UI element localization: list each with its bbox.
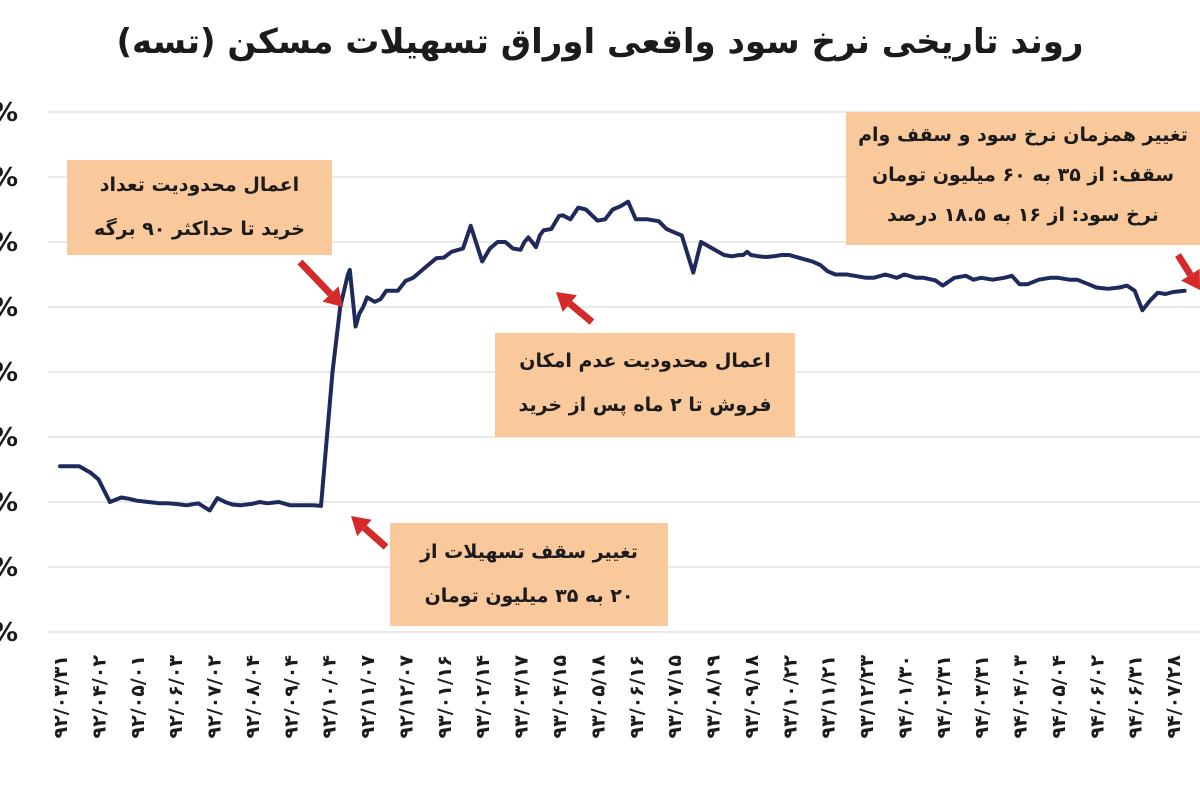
x-tick-label: ۹۳/۱۲/۲۳ <box>856 655 878 739</box>
y-tick-label: % <box>0 228 18 258</box>
x-tick-label: ۹۴/۰۲/۳۱ <box>933 655 955 738</box>
annotation-arrow-rate-and-cap-change <box>1175 253 1200 290</box>
x-tick-label: ۹۲/۱۱/۰۷ <box>357 655 379 739</box>
annotation-text: اعمال محدودیت تعداد <box>99 174 300 196</box>
annotation-text: سقف: از ۳۵ به ۶۰ میلیون تومان <box>871 164 1175 186</box>
y-tick-label: % <box>0 358 18 388</box>
annotation-sale-restriction: اعمال محدودیت عدم امکان فروش تا ۲ ماه پس… <box>495 333 795 437</box>
annotation-rate-and-cap-change: تغییر همزمان نرخ سود و سقف وام سقف: از ۳… <box>846 112 1200 245</box>
x-tick-label: ۹۴/۰۶/۰۲ <box>1086 655 1108 739</box>
x-tick-label: ۹۴/۰۳/۳۱ <box>971 655 993 738</box>
chart-title: روند تاریخی نرخ سود واقعی اوراق تسهیلات … <box>116 22 1084 62</box>
x-tick-label: ۹۳/۰۵/۱۸ <box>587 655 609 739</box>
annotation-text: اعمال محدودیت عدم امکان <box>519 350 771 372</box>
y-tick-label: % <box>0 163 18 193</box>
x-tick-label: ۹۳/۰۳/۱۷ <box>511 655 533 739</box>
x-tick-label: ۹۴/۰۶/۳۱ <box>1125 655 1147 738</box>
x-tick-label: ۹۲/۰۴/۰۲ <box>88 655 110 739</box>
x-tick-label: ۹۴/۰۱/۳۰ <box>894 655 916 738</box>
x-tick-label: ۹۲/۰۶/۰۳ <box>165 655 187 739</box>
x-tick-label: ۹۲/۱۲/۰۷ <box>395 655 417 739</box>
x-tick-label: ۹۳/۱۱/۲۱ <box>818 655 840 738</box>
x-tick-label: ۹۴/۰۵/۰۴ <box>1048 655 1070 738</box>
x-tick-label: ۹۳/۰۹/۱۸ <box>741 655 763 739</box>
y-tick-label: % <box>0 293 18 323</box>
series-line <box>58 199 1187 513</box>
x-tick-label: ۹۲/۱۰/۰۴ <box>319 655 341 738</box>
x-tick-label: ۹۲/۰۹/۰۴ <box>280 655 302 738</box>
x-tick-label: ۹۳/۰۴/۱۵ <box>549 655 571 739</box>
annotation-text: نرخ سود: از ۱۶ به ۱۸.۵ درصد <box>887 204 1159 226</box>
annotation-arrow-sale-restriction <box>556 292 595 325</box>
x-tick-label: ۹۴/۰۴/۰۳ <box>1010 655 1032 739</box>
y-tick-label: % <box>0 488 18 518</box>
x-tick-label: ۹۲/۰۳/۳۱ <box>50 655 72 738</box>
x-tick-label: ۹۴/۰۷/۲۸ <box>1163 655 1185 739</box>
x-tick-label: ۹۳/۰۶/۱۶ <box>626 655 648 738</box>
x-tick-label: ۹۳/۰۱/۱۶ <box>434 655 456 738</box>
annotation-purchase-limit: اعمال محدودیت تعداد خرید تا حداکثر ۹۰ بر… <box>67 160 332 255</box>
x-tick-label: ۹۲/۰۷/۰۲ <box>204 655 226 739</box>
annotation-text: فروش تا ۲ ماه پس از خرید <box>518 394 772 416</box>
annotation-text: تغییر سقف تسهیلات از <box>420 541 638 563</box>
x-tick-label: ۹۳/۰۲/۱۴ <box>472 655 494 738</box>
annotation-text: خرید تا حداکثر ۹۰ برگه <box>94 218 305 240</box>
annotation-loan-cap-change: تغییر سقف تسهیلات از ۲۰ به ۳۵ میلیون توم… <box>390 523 668 626</box>
annotation-arrow-loan-cap-change <box>351 516 389 550</box>
y-tick-label: % <box>0 98 18 128</box>
annotation-arrow-purchase-limit <box>297 259 343 307</box>
x-tick-label: ۹۲/۰۵/۰۱ <box>127 655 149 738</box>
x-tick-label: ۹۳/۱۰/۲۲ <box>779 655 801 739</box>
annotation-text: ۲۰ به ۳۵ میلیون تومان <box>424 585 634 607</box>
y-tick-label: % <box>0 423 18 453</box>
x-tick-label: ۹۲/۰۸/۰۴ <box>242 655 264 738</box>
x-tick-label: ۹۳/۰۸/۱۹ <box>703 655 725 739</box>
y-tick-label: % <box>0 618 18 648</box>
y-tick-label: % <box>0 553 18 583</box>
x-tick-label: ۹۳/۰۷/۱۵ <box>664 655 686 739</box>
annotation-text: تغییر همزمان نرخ سود و سقف وام <box>858 124 1188 146</box>
